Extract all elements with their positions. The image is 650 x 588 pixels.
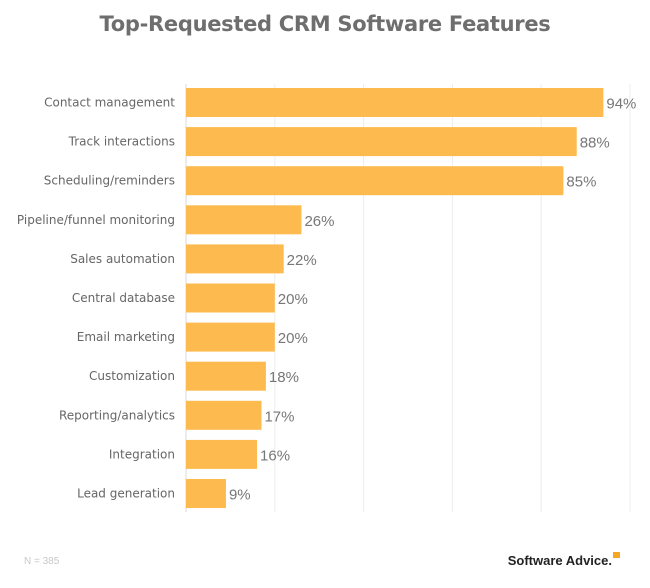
bar	[186, 205, 302, 235]
data-label: 9%	[229, 487, 251, 504]
brand-name: Software Advice.	[507, 553, 612, 568]
bar	[186, 244, 284, 274]
brand-logo: Software Advice.	[507, 552, 620, 568]
data-label: 22%	[287, 252, 317, 269]
category-label: Lead generation	[77, 487, 175, 501]
category-label: Contact management	[44, 96, 175, 110]
category-label: Integration	[109, 447, 175, 461]
data-label: 94%	[606, 96, 636, 113]
bar	[186, 439, 258, 469]
category-label: Sales automation	[70, 252, 175, 266]
sample-size-note: N = 385	[24, 556, 60, 567]
bar	[186, 361, 266, 391]
data-label: 20%	[278, 291, 308, 308]
bar	[186, 166, 564, 196]
category-label: Central database	[72, 291, 175, 305]
data-label: 85%	[566, 174, 596, 191]
category-label: Pipeline/funnel monitoring	[17, 213, 175, 227]
data-label: 17%	[264, 408, 294, 425]
chart-title: Top-Requested CRM Software Features	[99, 12, 551, 36]
bar	[186, 322, 275, 352]
category-label: Track interactions	[68, 135, 175, 149]
bar	[186, 283, 275, 313]
data-label: 88%	[580, 135, 610, 152]
data-label: 20%	[278, 330, 308, 347]
bar	[186, 400, 262, 430]
data-label: 26%	[304, 213, 334, 230]
bar	[186, 127, 577, 157]
bar	[186, 479, 226, 508]
category-label: Customization	[89, 369, 175, 383]
category-label: Reporting/analytics	[59, 408, 175, 422]
data-label: 18%	[269, 369, 299, 386]
category-label: Scheduling/reminders	[44, 174, 175, 188]
bar	[186, 88, 604, 117]
category-label: Email marketing	[77, 330, 175, 344]
speech-bubble-icon	[613, 552, 620, 558]
data-label: 16%	[260, 447, 290, 464]
